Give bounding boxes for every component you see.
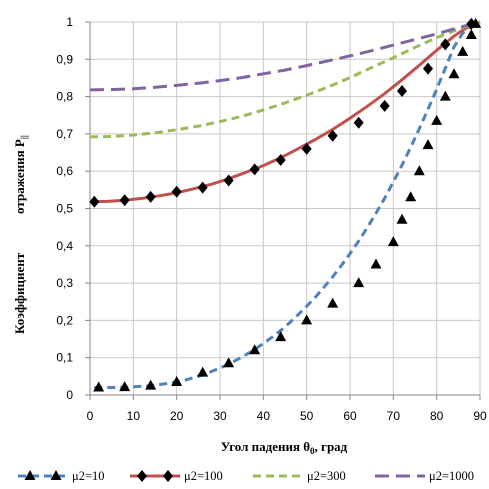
x-axis-title: Угол падения θ0, град bbox=[221, 439, 348, 456]
data-point-series-2 bbox=[145, 190, 156, 203]
data-point-series-1 bbox=[431, 114, 443, 125]
data-point-series-1 bbox=[396, 213, 408, 224]
y-tick-label: 0,6 bbox=[56, 164, 73, 178]
data-point-series-1 bbox=[387, 236, 399, 247]
data-point-series-2 bbox=[223, 174, 234, 187]
y-tick-label: 0,4 bbox=[56, 239, 73, 253]
x-tick-label: 0 bbox=[87, 409, 94, 423]
x-tick-label: 20 bbox=[170, 409, 184, 423]
y-tick-label: 0,9 bbox=[56, 52, 73, 66]
legend: μ2=10 μ2=100 μ2=300 μ2=1000 bbox=[18, 469, 474, 483]
data-point-series-2 bbox=[353, 116, 364, 129]
data-point-series-2 bbox=[423, 62, 433, 75]
data-point-series-1 bbox=[422, 139, 434, 150]
y-tick-label: 0,1 bbox=[56, 351, 73, 365]
y-tick-labels: 0 0,1 0,2 0,3 0,4 0,5 0,6 0,7 0,8 0,9 1 bbox=[56, 15, 73, 402]
data-point-series-2 bbox=[171, 185, 182, 198]
data-point-series-1 bbox=[413, 165, 425, 176]
series-line-2 bbox=[94, 20, 481, 204]
series-line-4 bbox=[89, 20, 481, 92]
data-point-series-1 bbox=[223, 357, 235, 368]
x-tick-label: 50 bbox=[300, 409, 314, 423]
y-tick-label: 0,5 bbox=[56, 202, 73, 216]
x-tick-label: 30 bbox=[213, 409, 227, 423]
x-tick-label: 10 bbox=[127, 409, 141, 423]
legend-label-4: μ2=1000 bbox=[429, 469, 474, 483]
data-point-series-1 bbox=[197, 366, 209, 377]
y-axis-title-part2: отражения P|| bbox=[12, 135, 29, 214]
data-point-series-1 bbox=[405, 191, 417, 202]
data-point-series-2 bbox=[327, 129, 338, 142]
x-tick-label: 40 bbox=[257, 409, 271, 423]
data-point-series-1 bbox=[119, 381, 131, 392]
legend-label-2: μ2=100 bbox=[184, 469, 223, 483]
y-tick-label: 1 bbox=[66, 15, 73, 29]
data-point-series-2 bbox=[397, 85, 407, 98]
legend-label-1: μ2=10 bbox=[72, 469, 105, 483]
data-point-series-2 bbox=[275, 154, 286, 167]
series-line-3 bbox=[89, 20, 481, 139]
data-point-series-1 bbox=[275, 331, 287, 342]
series-line-1 bbox=[94, 20, 481, 389]
x-tick-label: 90 bbox=[473, 409, 487, 423]
series-lines bbox=[89, 20, 481, 389]
data-point-series-1 bbox=[171, 375, 183, 386]
series-markers bbox=[89, 17, 482, 392]
legend-marker-1 bbox=[50, 470, 62, 480]
grid bbox=[89, 21, 481, 396]
data-point-series-1 bbox=[93, 381, 105, 392]
data-point-series-1 bbox=[465, 29, 477, 40]
x-tick-label: 60 bbox=[343, 409, 357, 423]
y-tick-label: 0,3 bbox=[56, 276, 73, 290]
data-point-series-1 bbox=[353, 277, 365, 288]
y-axis-title-part1: Коэффициент bbox=[12, 252, 27, 334]
data-point-series-1 bbox=[145, 379, 157, 390]
data-point-series-1 bbox=[457, 45, 469, 56]
y-tick-label: 0,7 bbox=[56, 127, 73, 141]
data-point-series-2 bbox=[89, 195, 100, 208]
x-tick-label: 70 bbox=[387, 409, 401, 423]
data-point-series-2 bbox=[249, 163, 260, 176]
legend-marker-2 bbox=[163, 470, 173, 482]
y-tick-label: 0 bbox=[66, 388, 73, 402]
legend-label-3: μ2=300 bbox=[307, 469, 346, 483]
y-tick-label: 0,2 bbox=[56, 313, 73, 327]
legend-marker-1 bbox=[24, 470, 36, 480]
data-point-series-2 bbox=[379, 99, 390, 112]
data-point-series-2 bbox=[197, 181, 208, 194]
data-point-series-1 bbox=[448, 68, 460, 79]
data-point-series-1 bbox=[439, 90, 451, 101]
data-point-series-1 bbox=[249, 344, 261, 355]
data-point-series-2 bbox=[466, 17, 477, 30]
data-point-series-1 bbox=[327, 297, 339, 308]
data-point-series-2 bbox=[440, 38, 451, 51]
x-tick-label: 80 bbox=[430, 409, 444, 423]
data-point-series-1 bbox=[370, 258, 382, 269]
data-point-series-2 bbox=[119, 194, 130, 207]
y-tick-label: 0,8 bbox=[56, 90, 73, 104]
legend-marker-2 bbox=[137, 470, 147, 482]
x-tick-labels: 0 10 20 30 40 50 60 70 80 90 bbox=[87, 409, 487, 423]
axes bbox=[85, 21, 481, 400]
data-point-series-1 bbox=[301, 314, 313, 325]
data-point-series-2 bbox=[301, 142, 312, 155]
